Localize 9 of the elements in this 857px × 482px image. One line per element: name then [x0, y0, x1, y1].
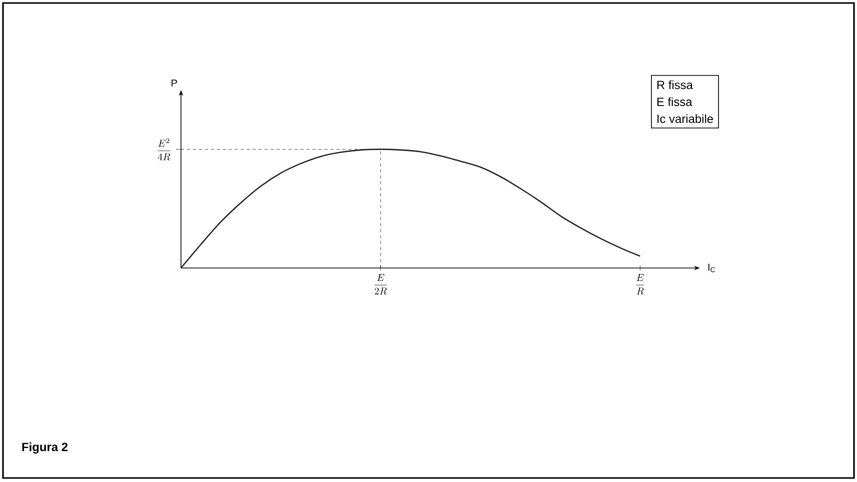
text: R fissa: [657, 80, 693, 90]
text: I$_{C}$: [708, 264, 716, 272]
text: Ic variabile: [657, 114, 713, 124]
x-tick-label: $\frac{E}{R}$: [636, 274, 644, 295]
text: Figura 2: [22, 442, 68, 454]
text: E fissa: [657, 97, 692, 106]
x-tick-label: $\frac{E}{2R}$: [374, 274, 387, 295]
text: $\frac{E^{2}}{4R}$: [158, 138, 170, 160]
text: P: [172, 80, 177, 86]
